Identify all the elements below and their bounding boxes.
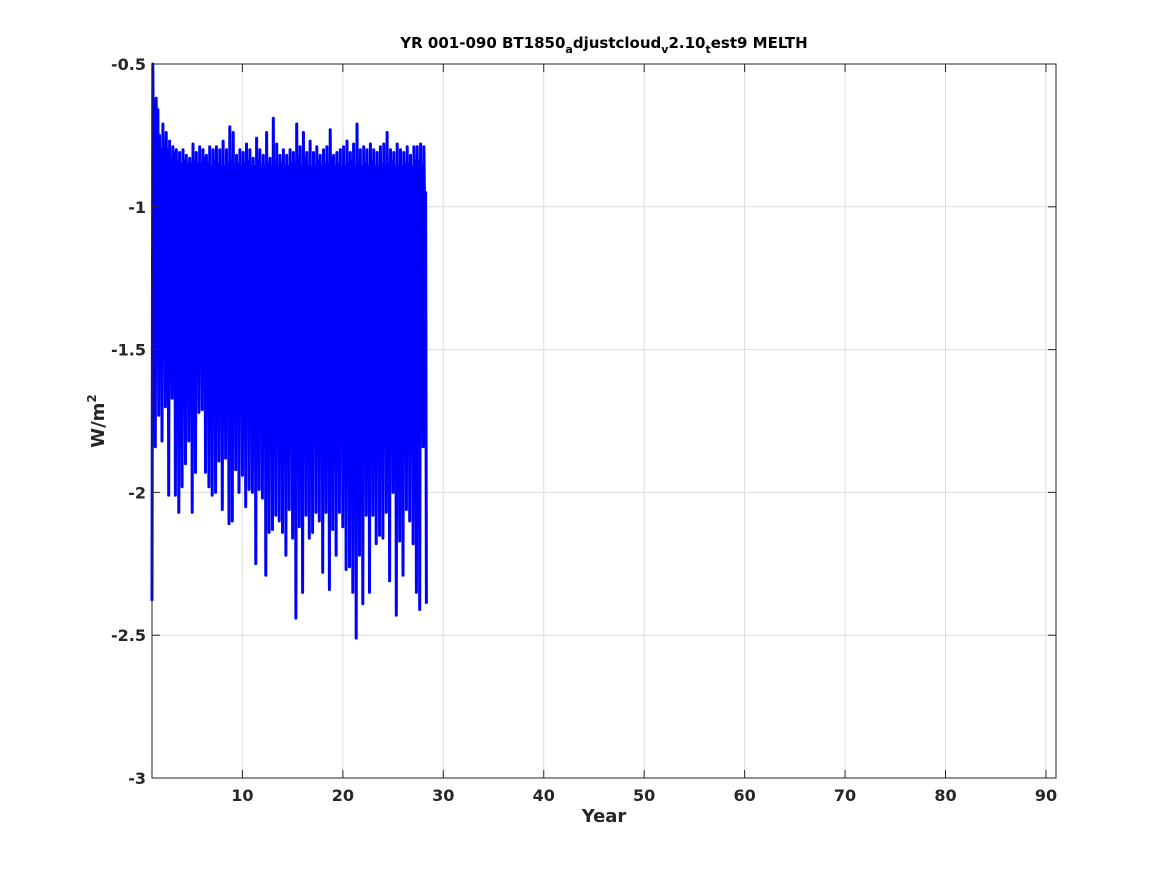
x-tick-label: 80 <box>934 786 956 805</box>
y-tick-label: -1.5 <box>111 341 146 360</box>
y-tick-label: -0.5 <box>111 55 146 74</box>
x-tick-label: 20 <box>332 786 354 805</box>
x-tick-label: 90 <box>1035 786 1057 805</box>
axes-box <box>151 63 1057 779</box>
y-tick-label: -2 <box>128 483 146 502</box>
y-axis-label: W/m2 <box>85 394 109 448</box>
y-tick-label: -3 <box>128 769 146 788</box>
x-axis-label: Year <box>581 806 627 827</box>
x-tick-label: 50 <box>633 786 655 805</box>
plot-area <box>150 62 428 640</box>
y-tick-label: -1 <box>128 198 146 217</box>
chart-title: YR 001-090 BT1850adjustcloudv2.10test9 M… <box>399 34 807 56</box>
x-tick-label: 70 <box>834 786 856 805</box>
ticks: 10 20 30 40 50 60 70 80 90 -3 -2.5 -2 -1.5 -1 -0.5 <box>111 55 1057 805</box>
x-tick-label: 40 <box>533 786 555 805</box>
x-tick-label: 60 <box>733 786 755 805</box>
x-tick-label: 10 <box>231 786 253 805</box>
y-tick-label: -2.5 <box>111 626 146 645</box>
x-tick-label: 30 <box>432 786 454 805</box>
series-line <box>150 62 428 640</box>
